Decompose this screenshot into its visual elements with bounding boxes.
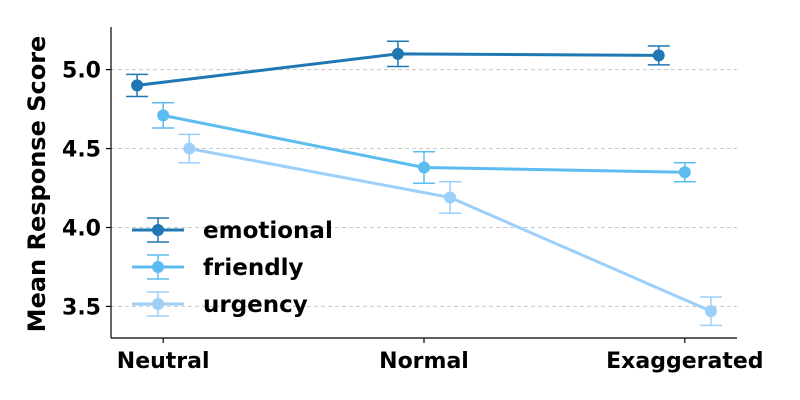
legend-marker: [152, 261, 164, 273]
data-point: [157, 109, 170, 122]
legend-label: urgency: [203, 292, 308, 318]
legend-label: emotional: [203, 218, 333, 244]
legend: emotional friendly urgency: [132, 217, 333, 318]
axes: [106, 27, 737, 343]
data-point: [444, 191, 457, 204]
data-point: [678, 166, 691, 179]
data-point: [418, 161, 430, 174]
y-tick-label: 4.0: [62, 216, 101, 241]
y-tick-label: 5.0: [62, 59, 101, 84]
grid: [111, 69, 737, 307]
legend-item-urgency: urgency: [132, 291, 308, 318]
x-tick-label: Exaggerated: [606, 349, 763, 374]
data-point: [704, 305, 717, 318]
y-tick-label: 4.5: [62, 138, 101, 163]
data-point: [183, 142, 196, 155]
legend-marker: [152, 224, 164, 236]
x-tick-label: Normal: [379, 349, 469, 374]
x-tick-label: Neutral: [117, 349, 210, 374]
legend-marker: [152, 298, 164, 310]
series-emotional: [126, 40, 670, 98]
legend-item-friendly: friendly: [132, 254, 304, 281]
data-point: [131, 79, 144, 92]
legend-label: friendly: [203, 255, 304, 281]
tick-labels: 3.5 4.0 4.5 5.0 Neutral Normal Exaggerated: [62, 59, 764, 374]
legend-item-emotional: emotional: [132, 217, 333, 244]
series-urgency: [178, 133, 722, 327]
data-point: [391, 47, 404, 60]
data-point: [652, 49, 665, 62]
y-tick-label: 3.5: [62, 295, 101, 320]
series-layer: [126, 40, 722, 327]
series-friendly: [152, 102, 696, 185]
y-axis-label: Mean Response Score: [23, 36, 51, 333]
